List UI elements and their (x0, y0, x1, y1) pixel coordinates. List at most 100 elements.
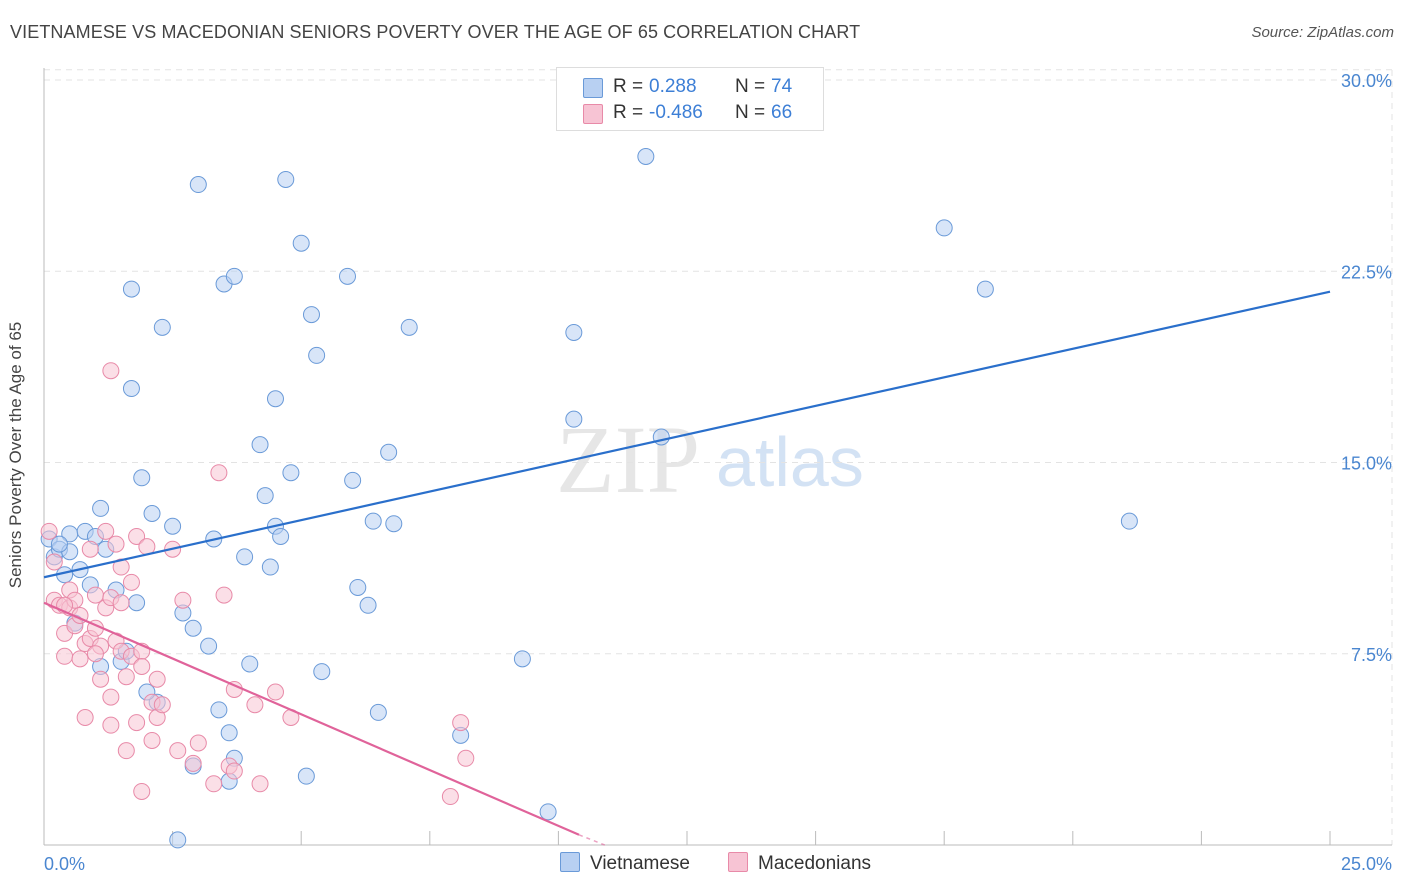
vietnamese-point (513, 650, 531, 668)
macedonian-point (174, 591, 192, 609)
x-tick-labels: 0.0% 25.0% (44, 854, 1392, 874)
macedonian-point (184, 754, 202, 772)
vietnamese-point (344, 471, 362, 489)
axes (43, 68, 1392, 846)
macedonian-trend-line (43, 601, 580, 836)
chart-title: VIETNAMESE VS MACEDONIAN SENIORS POVERTY… (10, 22, 861, 42)
macedonian-trend-extension (578, 834, 605, 846)
macedonian-point (117, 742, 135, 760)
y-tick-label: 7.5% (1351, 645, 1392, 665)
vietnamese-point (236, 548, 254, 566)
trend-lines (43, 290, 1331, 846)
macedonian-point (102, 716, 120, 734)
bottom-legend-macedonians: Macedonians (728, 852, 871, 875)
vietnamese-point (189, 176, 207, 194)
vietnamese-point (210, 701, 228, 719)
vietnamese-point (277, 170, 295, 188)
vietnamese-point (292, 234, 310, 252)
macedonian-point (102, 362, 120, 380)
macedonian-point (205, 775, 223, 793)
vietnamese-point (133, 469, 151, 487)
vietnamese-point (1120, 512, 1138, 530)
macedonian-point (56, 647, 74, 665)
vietnamese-point (251, 436, 269, 454)
macedonian-point (133, 782, 151, 800)
vietnamese-point (976, 280, 994, 298)
legend-n-value: 66 (771, 102, 793, 123)
macedonian-point (143, 731, 161, 749)
macedonian-point (452, 714, 470, 732)
macedonian-point (128, 714, 146, 732)
vietnamese-point (266, 390, 284, 408)
legend-n-label: N = (735, 76, 766, 97)
legend: R = 0.288 N = 74 R = -0.486 N = 66 (556, 67, 824, 131)
macedonian-point (266, 683, 284, 701)
vietnamese-point (153, 318, 171, 336)
macedonian-point (122, 573, 140, 591)
x-tick-label-max: 25.0% (1341, 854, 1392, 874)
macedonian-point (86, 586, 104, 604)
legend-r-label: R = (613, 102, 644, 123)
macedonian-point (441, 788, 459, 806)
macedonian-point (97, 522, 115, 540)
macedonian-point (246, 696, 264, 714)
legend-n-value: 74 (771, 76, 793, 97)
bottom-legend-swatch-vietnamese (560, 852, 580, 872)
vietnamese-point (302, 306, 320, 324)
source-label: Source: ZipAtlas.com (1251, 24, 1394, 41)
macedonian-point (169, 742, 187, 760)
vietnamese-point (241, 655, 259, 673)
macedonian-point (112, 594, 130, 612)
macedonian-point (76, 709, 94, 726)
legend-r-value: -0.486 (649, 102, 703, 123)
macedonian-point (102, 688, 120, 706)
vietnamese-point (256, 487, 274, 505)
legend-r-label: R = (613, 76, 644, 97)
vietnamese-point (400, 318, 418, 336)
macedonian-point (225, 762, 243, 780)
vietnamese-point (184, 619, 202, 637)
vietnamese-point (220, 724, 238, 742)
vietnamese-point (364, 512, 382, 530)
vietnamese-point (282, 464, 300, 482)
vietnamese-point (359, 596, 377, 614)
bottom-legend-swatch-macedonians (728, 852, 748, 872)
macedonian-point (148, 670, 166, 688)
vietnamese-point (565, 410, 583, 428)
vietnamese-point (385, 515, 403, 533)
macedonian-point (117, 668, 135, 686)
vietnamese-point (369, 703, 387, 721)
bottom-legend-vietnamese: Vietnamese (560, 852, 690, 875)
vietnamese-point (637, 148, 655, 165)
macedonian-point (86, 645, 104, 663)
macedonian-point (133, 658, 151, 675)
macedonian-point (81, 540, 99, 558)
vietnamese-point (380, 443, 398, 461)
vietnamese-point (261, 558, 279, 576)
legend-swatch-vietnamese (583, 78, 603, 98)
y-tick-labels: 7.5% 15.0% 22.5% 30.0% (1341, 71, 1392, 665)
macedonian-point (153, 696, 171, 714)
bottom-legend-label-vietnamese: Vietnamese (590, 853, 690, 874)
vietnamese-point (652, 428, 670, 446)
y-tick-label: 30.0% (1341, 71, 1392, 91)
vietnamese-point (143, 505, 161, 522)
macedonian-point (92, 670, 110, 688)
y-tick-label: 15.0% (1341, 454, 1392, 474)
vietnamese-point (272, 527, 290, 545)
vietnamese-point (935, 219, 953, 237)
watermark: ZIP atlas (556, 406, 864, 513)
legend-swatch-macedonians (583, 104, 603, 124)
macedonian-point (457, 749, 475, 767)
macedonian-point (107, 535, 125, 553)
vietnamese-point (128, 594, 146, 612)
vietnamese-point (225, 267, 243, 285)
macedonian-point (251, 775, 269, 793)
macedonian-point (215, 586, 233, 604)
vietnamese-point (122, 280, 140, 298)
vietnamese-point (349, 578, 367, 596)
vietnamese-point (297, 767, 315, 785)
bottom-legend-label-macedonians: Macedonians (758, 853, 872, 874)
macedonian-point (210, 464, 228, 482)
